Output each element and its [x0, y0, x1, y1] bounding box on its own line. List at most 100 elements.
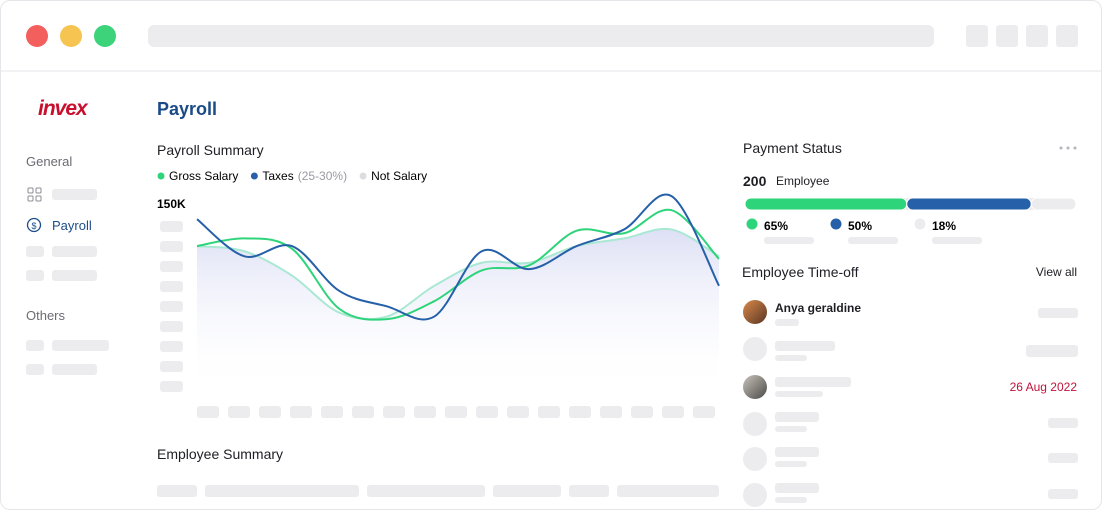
- placeholder: [160, 241, 183, 252]
- placeholder: [160, 221, 183, 232]
- section-title: Employee Summary: [157, 446, 284, 462]
- placeholder: [26, 364, 44, 375]
- status-percent: 65%: [764, 219, 788, 233]
- placeholder: [693, 406, 715, 418]
- grid-icon: [27, 187, 42, 202]
- placeholder: [775, 426, 807, 432]
- placeholder: [662, 406, 684, 418]
- placeholder: [52, 270, 97, 281]
- bar-segment: [744, 197, 908, 211]
- placeholder: [507, 406, 529, 418]
- legend-dot: [830, 218, 842, 230]
- avatar[interactable]: [743, 375, 767, 399]
- status-percent: 18%: [932, 219, 956, 233]
- close-dot[interactable]: [26, 25, 48, 47]
- placeholder: [775, 461, 807, 467]
- placeholder: [631, 406, 653, 418]
- avatar-placeholder: [743, 447, 767, 471]
- employee-name: Anya geraldine: [775, 301, 862, 315]
- payroll-chart: 150K Gross Salary Taxes (25-30%) Not Salary 6…: [157, 169, 1077, 507]
- bar-segment: [906, 197, 1032, 211]
- placeholder: [775, 377, 851, 387]
- placeholder: [538, 406, 560, 418]
- avatar-placeholder: [743, 337, 767, 361]
- placeholder: [205, 485, 359, 497]
- placeholder: [775, 483, 819, 493]
- placeholder: [160, 361, 183, 372]
- more-dots[interactable]: [1059, 146, 1077, 150]
- view-all-link[interactable]: View all: [1035, 265, 1077, 279]
- legend-label: Taxes: [262, 169, 293, 183]
- placeholder: [367, 485, 485, 497]
- placeholder: [52, 246, 97, 257]
- time-off-date: 26 Aug 2022: [1009, 380, 1077, 394]
- maximize-dot[interactable]: [94, 25, 116, 47]
- placeholder: [775, 497, 807, 503]
- placeholder: [157, 485, 197, 497]
- nav-item[interactable]: Payroll: [52, 218, 92, 233]
- bar-segment: [1030, 197, 1077, 211]
- placeholder: [228, 406, 250, 418]
- placeholder: [775, 391, 823, 397]
- placeholder: [1038, 308, 1078, 318]
- y-tick-label: 150K: [157, 197, 186, 211]
- placeholder: [160, 301, 183, 312]
- placeholder: [775, 319, 799, 326]
- legend-label: Gross Salary: [169, 169, 238, 183]
- legend-dot: [250, 172, 258, 180]
- address-bar[interactable]: [148, 25, 934, 47]
- placeholder: [197, 406, 219, 418]
- placeholder: [52, 189, 97, 200]
- series-line: [196, 227, 720, 321]
- placeholder: [352, 406, 374, 418]
- minimize-dot[interactable]: [60, 25, 82, 47]
- placeholder: [569, 406, 591, 418]
- status-percent: 50%: [848, 219, 872, 233]
- count-label: Employee: [776, 174, 830, 188]
- placeholder: [617, 485, 719, 497]
- placeholder: [26, 246, 44, 257]
- avatar-placeholder: [743, 483, 767, 507]
- placeholder: [52, 340, 109, 351]
- avatar-placeholder: [743, 412, 767, 436]
- placeholder: [290, 406, 312, 418]
- placeholder: [569, 485, 609, 497]
- placeholder: [445, 406, 467, 418]
- card-title: Payment Status: [743, 140, 842, 156]
- placeholder: [775, 341, 835, 351]
- placeholder: [476, 406, 498, 418]
- placeholder: [493, 485, 561, 497]
- placeholder: [259, 406, 281, 418]
- placeholder: [932, 237, 982, 244]
- placeholder: [966, 25, 988, 47]
- section-title: Others: [26, 308, 66, 323]
- avatar[interactable]: [743, 300, 767, 324]
- placeholder: [600, 406, 622, 418]
- card-title: Employee Time-off: [742, 264, 859, 280]
- placeholder: [775, 412, 819, 422]
- placeholder: [1048, 418, 1078, 428]
- legend-label: Not Salary: [371, 169, 427, 183]
- placeholder: [1048, 453, 1078, 463]
- placeholder: [1026, 345, 1078, 357]
- placeholder: [848, 237, 898, 244]
- placeholder: [26, 340, 44, 351]
- placeholder: [414, 406, 436, 418]
- placeholder: [52, 364, 97, 375]
- chart-title: Payroll Summary: [157, 142, 264, 158]
- logo[interactable]: invex: [38, 97, 88, 120]
- placeholder: [775, 355, 807, 361]
- placeholder: [1056, 25, 1078, 47]
- placeholder: [160, 381, 183, 392]
- placeholder: [26, 270, 44, 281]
- placeholder: [160, 261, 183, 272]
- page-title: Payroll: [157, 99, 218, 119]
- dollar-glyph: $: [31, 221, 36, 231]
- placeholder: [383, 406, 405, 418]
- placeholder: [764, 237, 814, 244]
- employee-count: 200: [743, 173, 767, 189]
- area: [197, 228, 719, 396]
- legend-dot: [746, 218, 758, 230]
